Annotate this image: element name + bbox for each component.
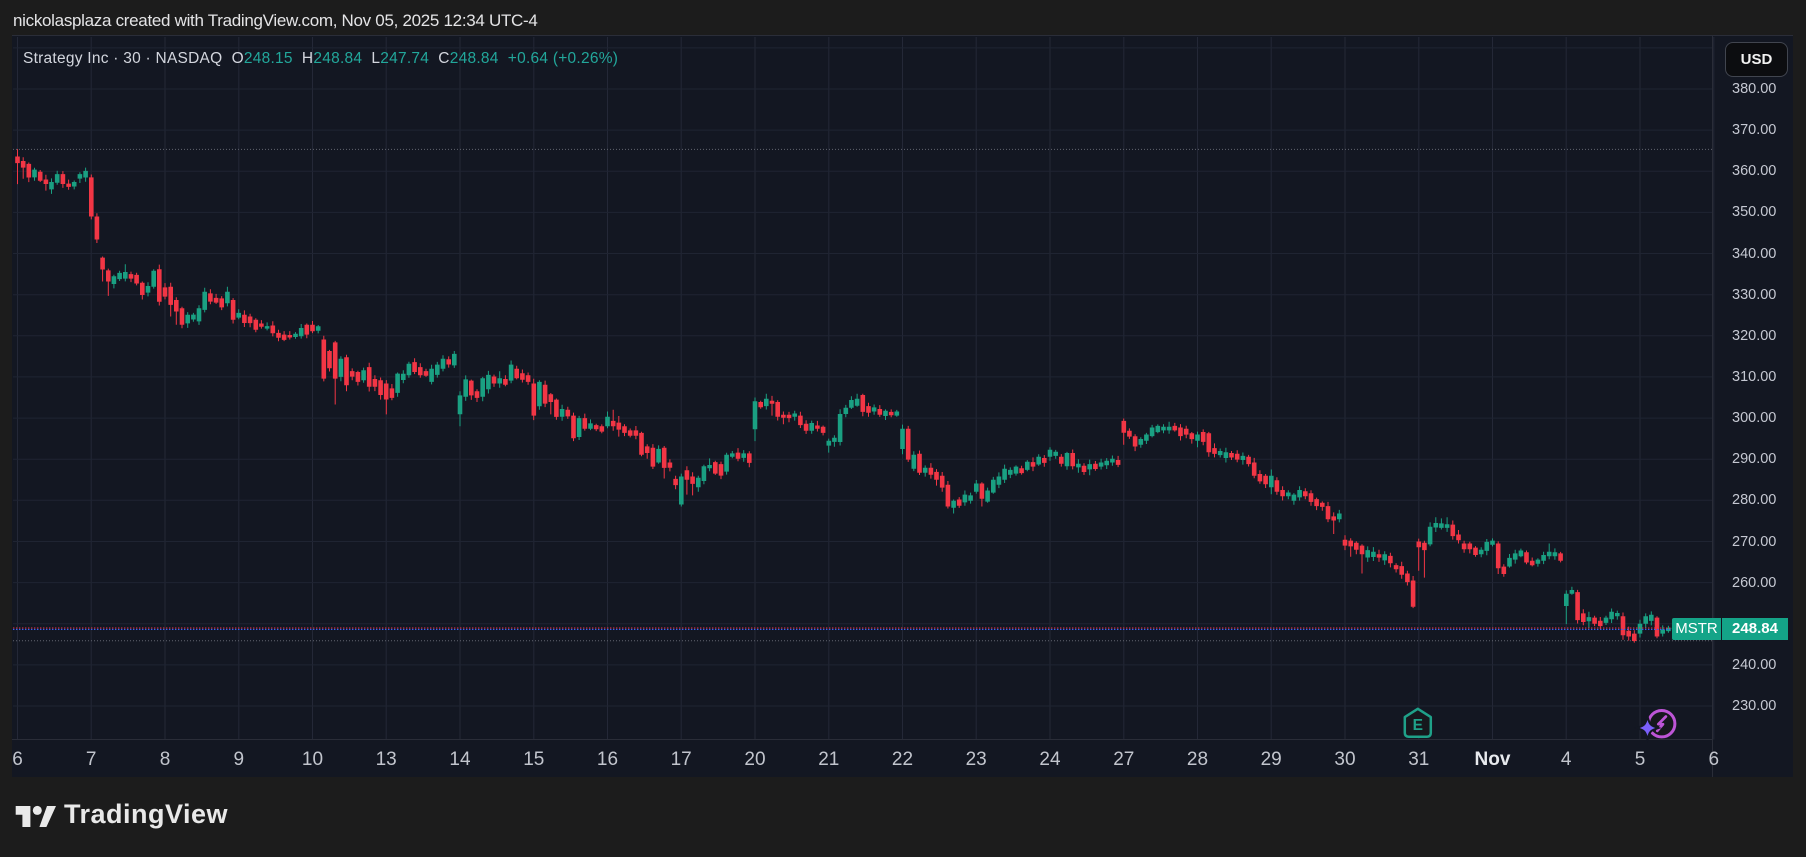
svg-text:E: E	[1413, 717, 1423, 734]
